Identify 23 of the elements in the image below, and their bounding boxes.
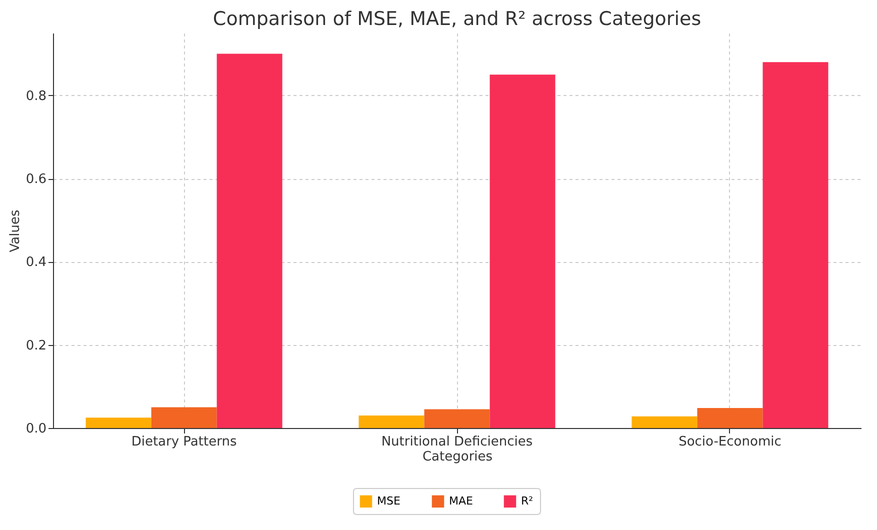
y-axis-title: Values [8, 210, 23, 252]
y-tick-label: 0.0 [26, 422, 46, 436]
legend-label: MAE [449, 494, 474, 508]
bar [632, 416, 698, 428]
y-tick-label: 0.8 [26, 88, 46, 104]
bar [216, 54, 282, 428]
bar [424, 409, 490, 428]
x-tick-label: Nutritional Deficiencies [381, 434, 533, 450]
x-tick-label: Dietary Patterns [131, 434, 237, 450]
legend-label: R² [521, 494, 534, 508]
x-axis-title: Categories [422, 450, 493, 464]
bar [762, 62, 828, 428]
bar [151, 407, 217, 428]
y-tick-label: 0.4 [26, 255, 46, 270]
y-tick-label: 0.6 [26, 172, 46, 188]
bar [358, 416, 424, 428]
bar [86, 418, 152, 428]
y-tick-label: 0.2 [26, 338, 46, 354]
bar [490, 74, 556, 428]
legend-label: MSE [377, 494, 400, 508]
bar [697, 408, 763, 428]
chart-title: Comparison of MSE, MAE, and R² across Categories [212, 8, 702, 30]
x-tick-label: Socio-Economic [678, 434, 782, 450]
